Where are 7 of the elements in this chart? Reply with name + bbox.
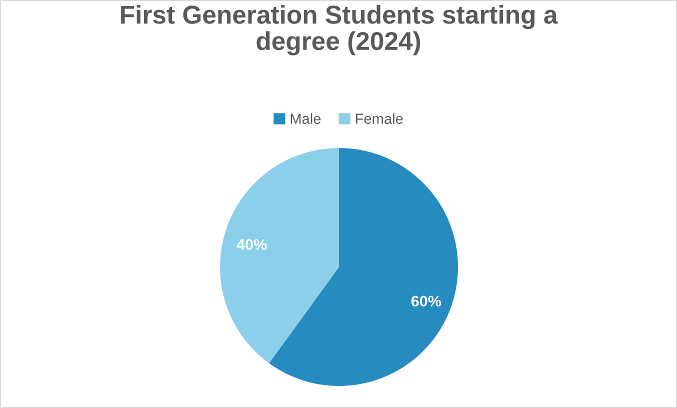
pie-slice: [220, 148, 339, 364]
chart-title: First Generation Students starting a degree (2024): [121, 5, 558, 56]
legend-label: Male: [290, 113, 321, 124]
pie-slice: [269, 148, 458, 386]
data-label: 40%: [236, 239, 267, 250]
legend-label: Female: [356, 113, 403, 124]
data-label: 60%: [411, 296, 442, 307]
